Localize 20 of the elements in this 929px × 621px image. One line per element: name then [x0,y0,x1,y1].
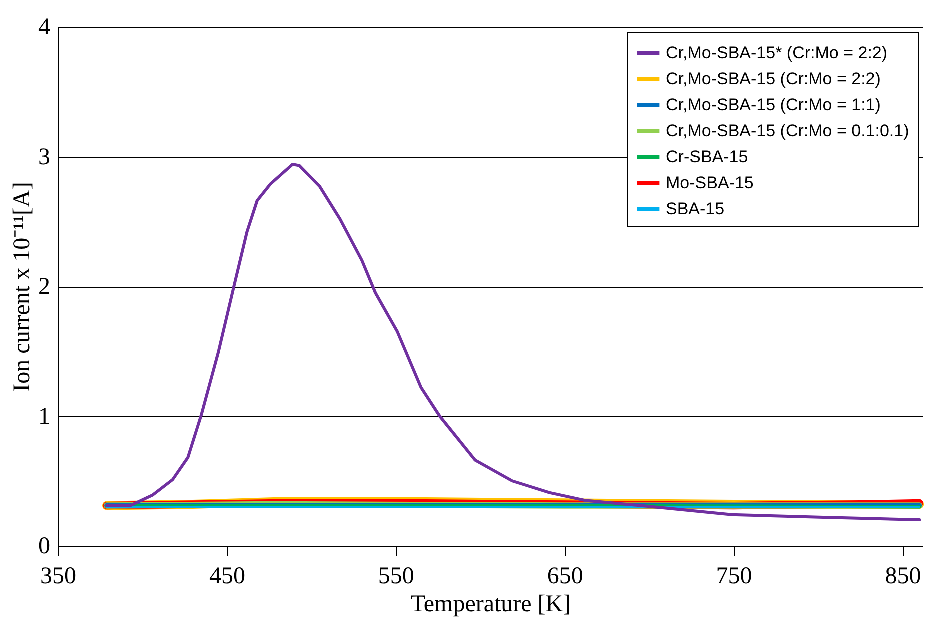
x-tick-label: 750 [716,564,752,590]
legend-label: Cr,Mo-SBA-15 (Cr:Mo = 1:1) [666,96,881,114]
legend-label: Cr-SBA-15 [666,148,748,166]
legend-label: SBA-15 [666,200,725,218]
y-tick-label: 4 [38,14,50,40]
x-tick-label: 450 [209,564,246,590]
x-tick-label: 350 [40,564,76,590]
y-tick-label: 2 [38,274,50,300]
legend-label: Mo-SBA-15 [666,174,754,192]
x-tick-label: 650 [547,564,584,590]
legend-label: Cr,Mo-SBA-15 (Cr:Mo = 2:2) [666,70,881,88]
y-tick-label: 1 [38,404,50,430]
y-tick-label: 3 [38,144,50,170]
y-axis-title: Ion current x 10⁻¹¹[A] [10,182,36,392]
legend-label: Cr,Mo-SBA-15 (Cr:Mo = 0.1:0.1) [666,122,910,140]
legend-label: Cr,Mo-SBA-15* (Cr:Mo = 2:2) [666,44,888,62]
x-tick-label: 550 [378,564,414,590]
x-tick-label: 850 [885,564,922,590]
x-axis-title: Temperature [K] [410,592,572,618]
y-tick-label: 0 [38,534,50,560]
